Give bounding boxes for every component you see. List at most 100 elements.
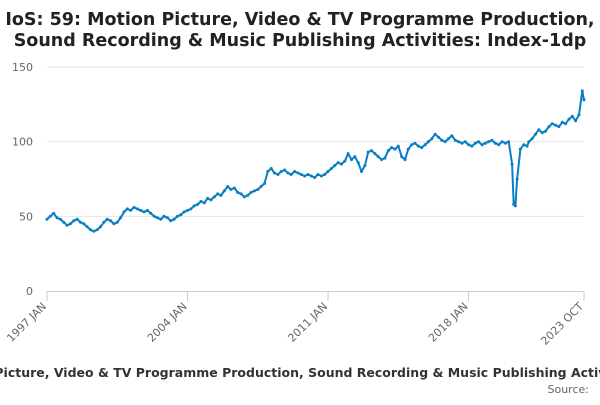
data-point (263, 182, 266, 185)
data-point (510, 162, 514, 166)
data-point (437, 135, 440, 139)
data-point (112, 222, 116, 226)
data-point (567, 117, 571, 121)
data-point (259, 185, 263, 188)
data-point (303, 174, 307, 178)
data-point (289, 173, 293, 176)
data-point (493, 141, 497, 145)
data-point (142, 210, 146, 214)
data-point (500, 140, 504, 144)
data-point (45, 217, 49, 221)
data-point (236, 190, 240, 194)
data-point (165, 216, 169, 220)
data-point (222, 189, 226, 193)
data-point (309, 174, 313, 178)
x-tick-label: 2011 JAN (285, 300, 330, 345)
data-point (129, 208, 133, 212)
data-point (122, 210, 126, 214)
data-point (336, 161, 340, 165)
data-point (135, 207, 139, 211)
data-point (453, 138, 457, 142)
data-point (383, 156, 387, 160)
data-point (467, 143, 471, 147)
data-point (497, 143, 501, 147)
data-point (410, 143, 414, 147)
x-tick-label: 2004 JAN (145, 300, 190, 345)
x-tick-label: 2018 JAN (426, 300, 471, 345)
data-point (426, 140, 430, 144)
data-point (62, 220, 66, 224)
data-point (420, 146, 424, 150)
data-point (249, 190, 253, 194)
data-point (186, 208, 189, 212)
data-point (544, 129, 547, 133)
data-point (534, 132, 537, 136)
data-point (483, 141, 487, 145)
data-point (219, 193, 223, 197)
data-point (580, 89, 584, 93)
data-point (196, 202, 200, 206)
data-point (366, 150, 370, 154)
data-point (350, 158, 353, 162)
data-point (403, 158, 407, 162)
data-point (296, 171, 300, 175)
data-point (487, 140, 491, 144)
data-point (105, 217, 109, 221)
data-point (406, 147, 410, 151)
data-point (65, 223, 69, 227)
data-point (554, 123, 558, 127)
data-point (564, 122, 568, 126)
data-point (209, 198, 213, 202)
data-point (279, 170, 283, 173)
data-point (557, 125, 561, 129)
data-point (393, 147, 397, 151)
data-point (363, 164, 367, 168)
data-point (547, 125, 551, 129)
data-point (490, 138, 494, 142)
data-point (212, 195, 216, 199)
data-point (413, 141, 417, 145)
data-point (48, 214, 52, 218)
chart-title: IoS: 59: Motion Picture, Video & TV Prog… (5, 10, 594, 51)
y-tick-label: 0 (26, 285, 33, 298)
data-point (522, 143, 526, 147)
data-point (527, 140, 531, 144)
data-point (149, 211, 153, 215)
data-point (269, 167, 273, 170)
data-point (450, 134, 454, 138)
data-point (440, 138, 444, 142)
legend-item-label: IoS: 59: Motion Picture, Video & TV Prog… (0, 365, 600, 380)
data-point (82, 222, 86, 226)
y-tick-label: 50 (19, 210, 33, 223)
data-point (550, 122, 554, 126)
data-point (460, 141, 464, 145)
data-point (574, 119, 578, 123)
data-point (68, 222, 72, 226)
data-point (159, 217, 163, 221)
x-tick-label: 1997 JAN (4, 300, 49, 345)
data-point (55, 216, 59, 220)
data-point (353, 155, 357, 159)
data-point (423, 143, 427, 147)
data-point (360, 170, 363, 173)
data-point (182, 210, 186, 214)
data-point (179, 213, 183, 217)
legend: IoS: 59: Motion Picture, Video & TV Prog… (0, 365, 600, 380)
data-point (333, 164, 337, 168)
data-point (530, 137, 534, 141)
data-point (276, 173, 280, 176)
data-point (560, 120, 564, 124)
data-point (216, 192, 220, 196)
data-point (256, 188, 260, 191)
data-point (189, 207, 193, 211)
data-point (139, 208, 143, 212)
data-point (176, 214, 179, 218)
data-point (390, 146, 394, 150)
data-point (346, 152, 350, 156)
data-point (242, 195, 246, 199)
series-line-group (45, 89, 586, 233)
data-point (525, 144, 529, 148)
data-point (52, 211, 56, 215)
y-tick-label: 150 (12, 61, 33, 74)
